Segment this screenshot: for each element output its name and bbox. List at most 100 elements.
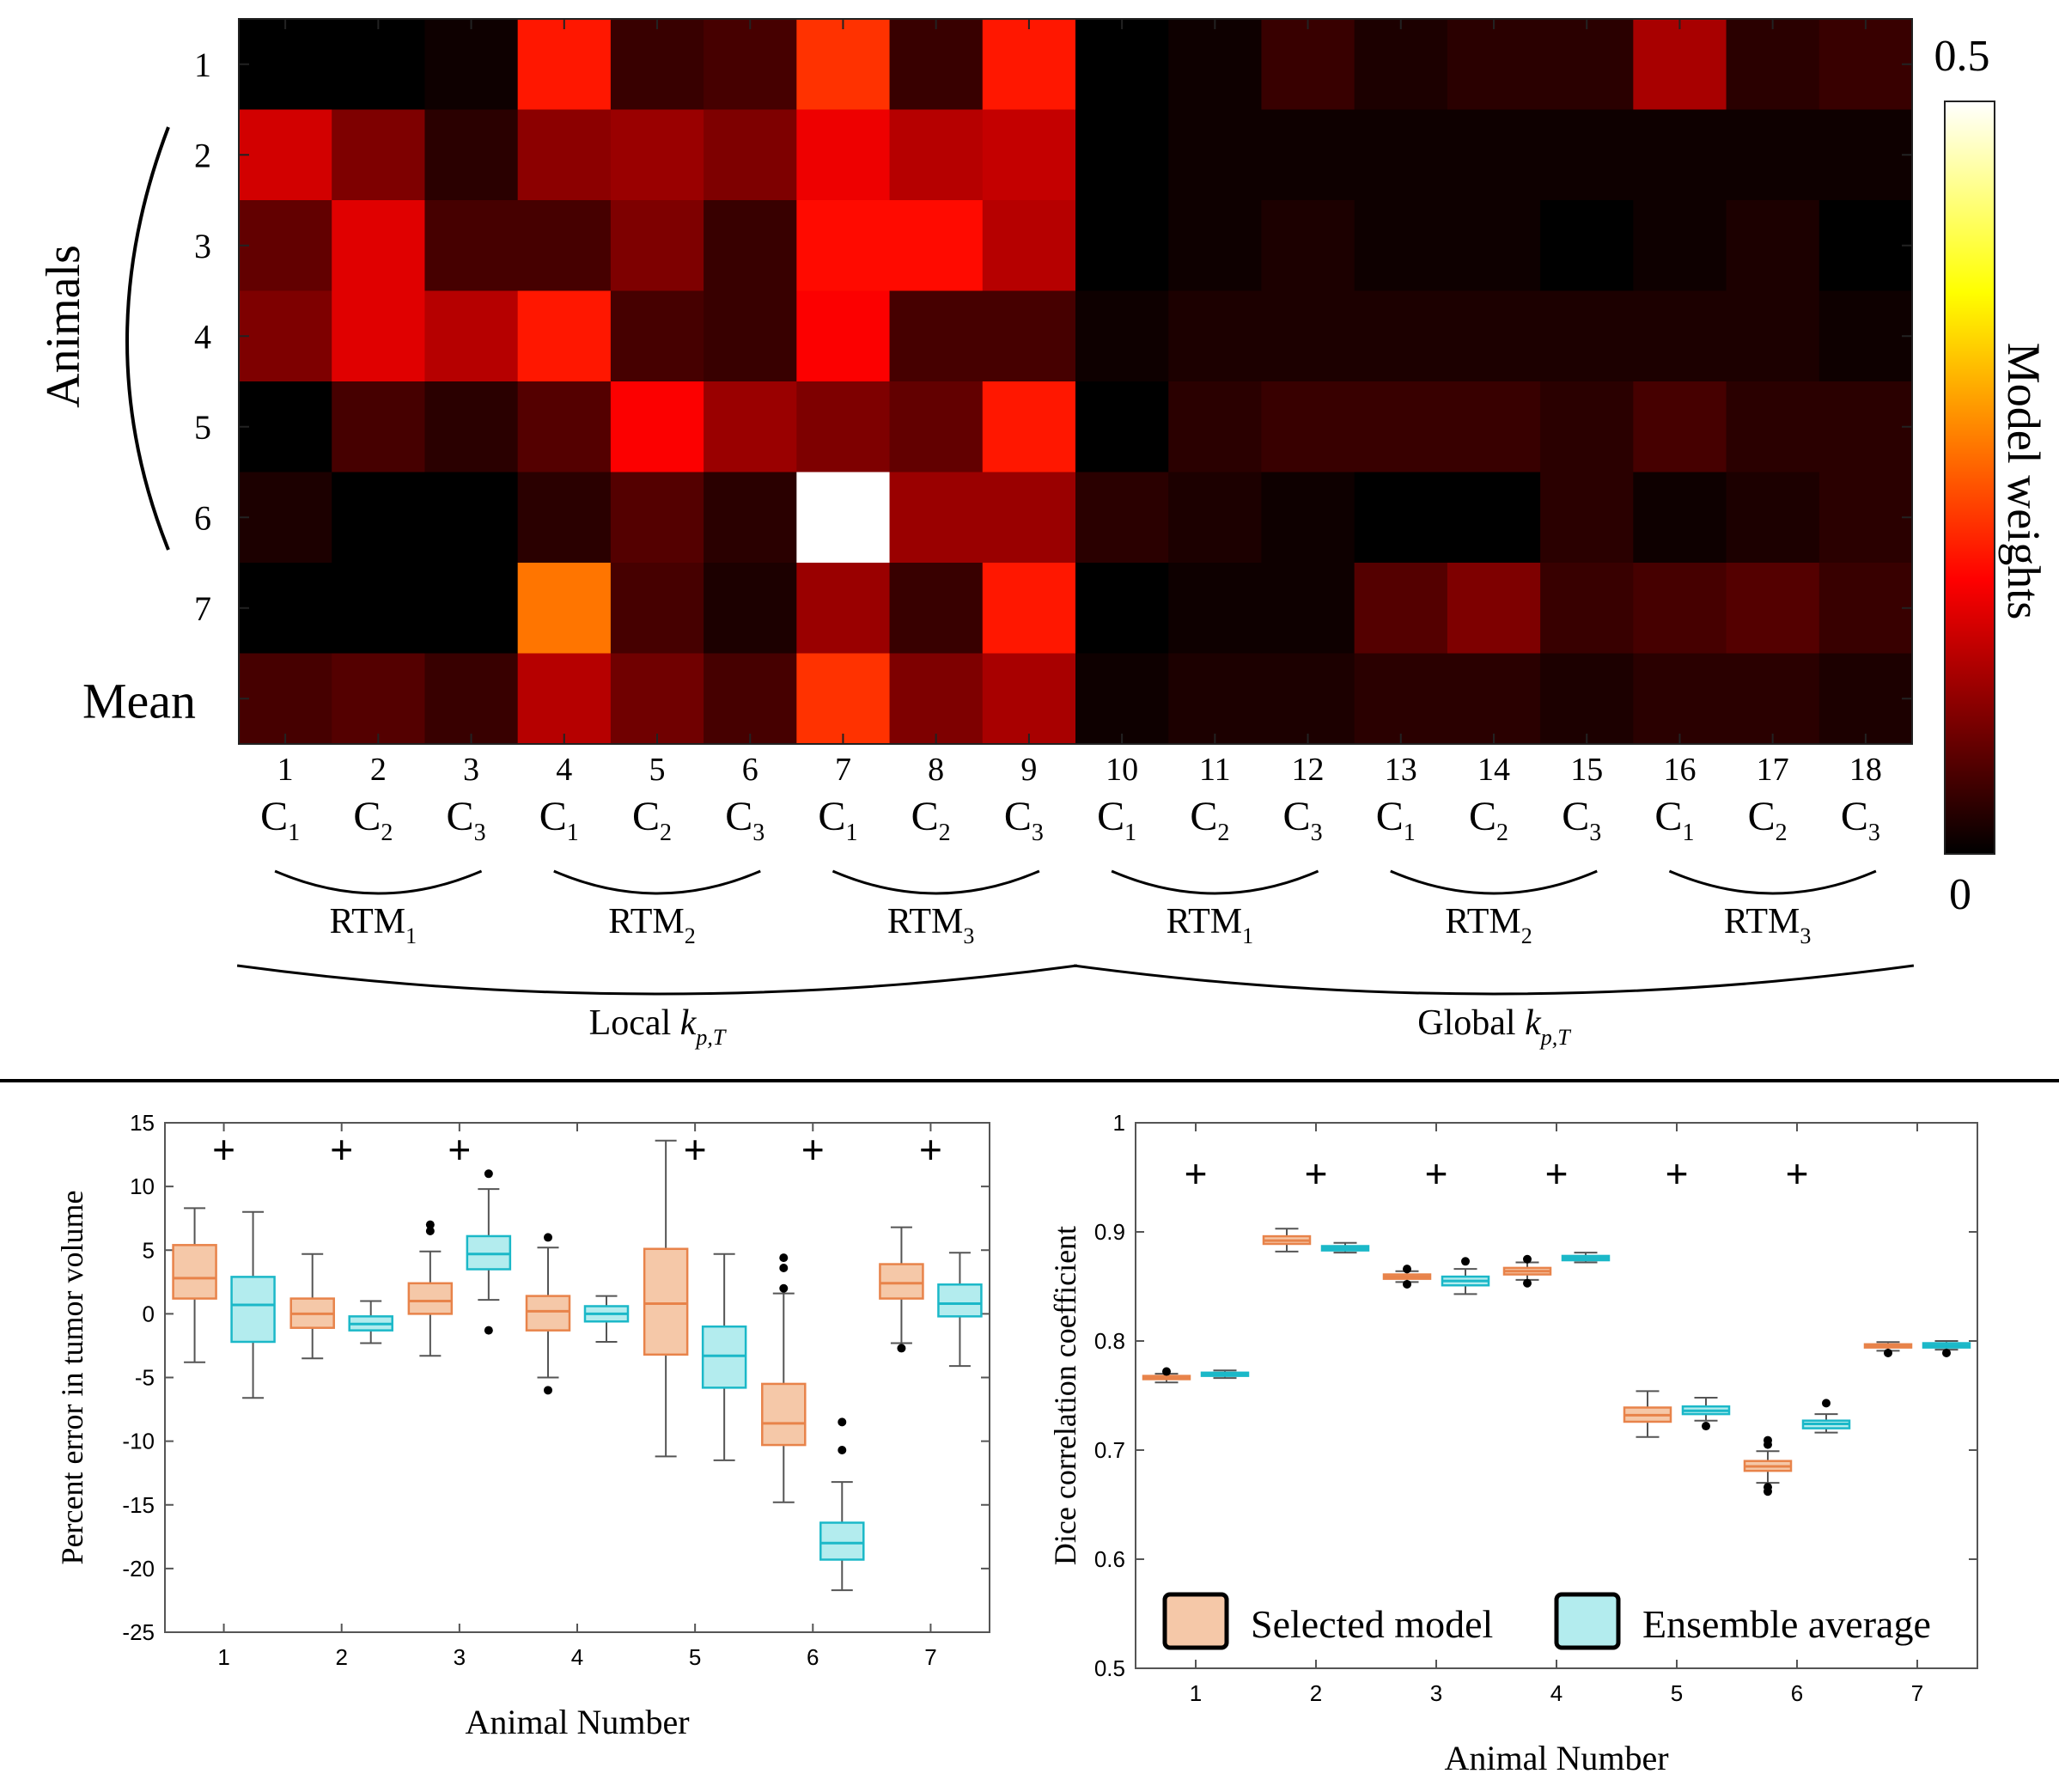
heatmap-cell [424,653,519,745]
heatmap-column-sublabel: C3 [1841,794,1880,846]
outlier-point [1403,1279,1411,1289]
heatmap-cell [1168,109,1263,201]
heatmap-cell [1726,19,1820,111]
heatmap-cell [332,381,426,473]
outlier-point [544,1386,552,1395]
heatmap-cell [1540,653,1634,745]
heatmap-cell [424,19,519,111]
significance-marker: + [1305,1151,1328,1196]
heatmap-column-sublabel: C1 [539,794,579,846]
rtm-label: RTM1 [1167,902,1254,948]
x-tick-label: 3 [1430,1680,1442,1706]
outlier-point [1702,1422,1710,1431]
y-tick-label: 0.7 [1094,1437,1125,1463]
heatmap-cell [1168,290,1263,382]
significance-marker: + [1425,1151,1448,1196]
rtm-label: RTM2 [1445,902,1532,948]
x-tick-label: 2 [335,1644,347,1670]
heatmap-cell [1447,653,1541,745]
heatmap-cell [1261,653,1355,745]
heatmap-cell [1354,19,1448,111]
kpt-label-var: k [680,1003,698,1043]
heatmap-column-sublabel: C2 [1748,794,1788,846]
heatmap-cell [704,109,797,201]
heatmap-cell [1168,19,1263,111]
rtm-label-index: 2 [1521,923,1532,948]
heatmap-cell [1447,19,1541,111]
heatmap-cell [1726,290,1820,382]
heatmap-cell [1633,653,1727,745]
heatmap-cell [517,290,612,382]
x-tick-label: 1 [217,1644,229,1670]
heatmap-cell [424,200,519,292]
heatmap-cell [610,381,704,473]
heatmap-cell [1726,653,1820,745]
heatmap-column-sublabel-index: 3 [474,820,486,846]
heatmap-cell [1540,472,1634,564]
heatmap-cell [610,109,704,201]
outlier-point [1764,1483,1772,1492]
significance-marker: + [1185,1151,1208,1196]
dice-coefficient-boxplot: 0.5 0.6 0.7 0.8 0.9 1 1 2 3 4 5 6 7 + + + + + + Animal Numb… [1048,1110,1978,1777]
heatmap-cell [610,563,704,655]
outlier-point [484,1169,493,1179]
heatmap-cell [1726,381,1820,473]
heatmap-cell [1540,200,1634,292]
heatmap-cell [889,290,984,382]
x-tick-label: 5 [689,1644,701,1670]
box-iqr [879,1263,924,1300]
legend-swatch [1162,1592,1229,1650]
heatmap-cell [517,381,612,473]
outlier-point [484,1326,493,1335]
heatmap-ticks [239,19,1912,744]
legend-label: Selected model [1251,1602,1493,1646]
heatmap-cell [239,290,332,382]
heatmap-cell [889,381,984,473]
outlier-point [838,1446,847,1455]
outlier-point [425,1227,435,1236]
rtm-bracket [1111,869,1319,895]
heatmap-cell [1540,109,1634,201]
heatmap-cell [517,109,612,201]
heatmap-cell [1818,381,1913,473]
heatmap-cell [239,563,332,655]
outlier-point [779,1264,789,1273]
x-tick-label: 7 [924,1644,936,1670]
rtm-label: RTM2 [608,902,696,948]
heatmap-cell [982,290,1076,382]
box-iqr [525,1295,571,1332]
heatmap-column-label: 17 [1757,752,1789,788]
heatmap-cell [1540,19,1634,111]
heatmap-cell [1540,381,1634,473]
heatmap-cell [796,563,891,655]
box-iqr [819,1521,865,1561]
y-tick-label: 0.5 [1094,1655,1125,1681]
heatmap-cell [796,19,891,111]
heatmap-cell [1447,109,1541,201]
heatmap-cell [1633,109,1727,201]
heatmap-cell [1168,472,1263,564]
heatmap-column-label: 7 [835,752,851,788]
heatmap-cell [889,109,984,201]
colorbar-max-label: 0.5 [1934,32,1990,81]
plot-frame [1135,1122,1978,1669]
heatmap-column-sublabel-index: 1 [845,820,857,846]
x-tick-label: 3 [454,1644,466,1670]
heatmap-cell [1354,563,1448,655]
heatmap-cell [982,472,1076,564]
heatmap-row-label: 5 [194,408,211,447]
heatmap-column-label: 13 [1385,752,1417,788]
x-tick-label: 4 [1550,1680,1563,1706]
significance-marker: + [919,1127,942,1172]
heatmap-cell [332,563,426,655]
y-tick-label: 0.8 [1094,1328,1125,1354]
heatmap-column-label: 6 [742,752,758,788]
outlier-point [1942,1348,1951,1357]
heatmap-cell [424,290,519,382]
heatmap-cell [889,472,984,564]
significance-marker: + [1786,1151,1809,1196]
x-tick-label: 7 [1911,1680,1923,1706]
heatmap-column-label: 1 [277,752,294,788]
heatmap-cell [1075,200,1169,292]
